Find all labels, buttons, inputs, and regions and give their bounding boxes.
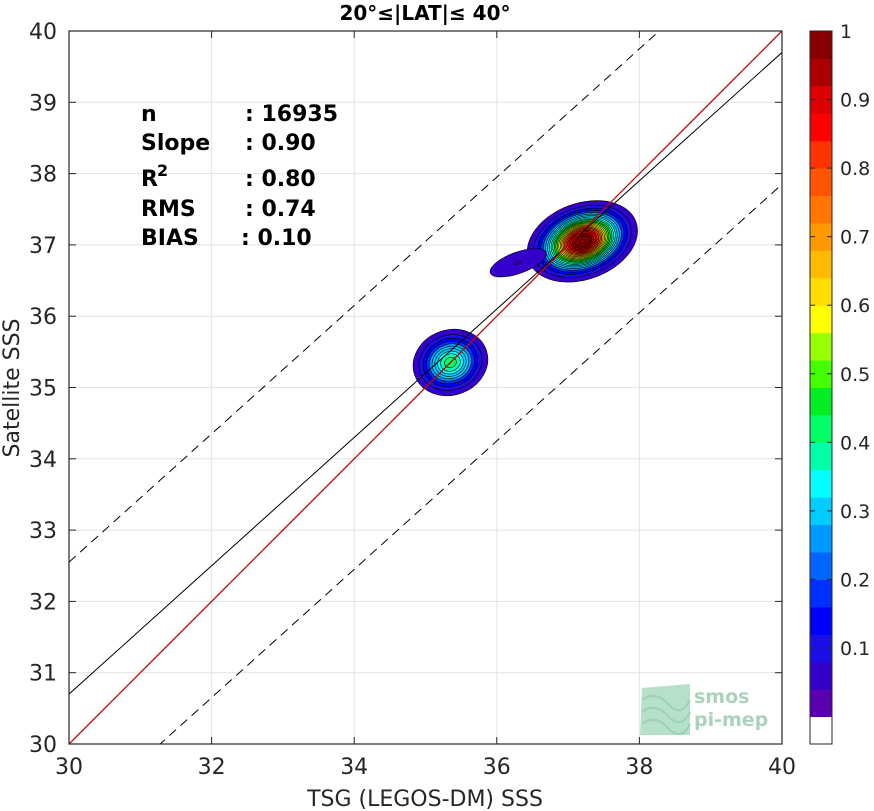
colorbar-segment bbox=[810, 113, 832, 142]
colorbar-segment bbox=[810, 606, 832, 635]
colorbar-frame bbox=[809, 30, 833, 745]
colorbar-segment bbox=[810, 168, 832, 197]
colorbar-segment bbox=[810, 689, 832, 718]
colorbar-segment bbox=[810, 634, 832, 663]
stat-value: : 0.90 bbox=[245, 131, 316, 156]
y-tick-label: 33 bbox=[29, 519, 57, 544]
colorbar-tick-label: 0.4 bbox=[840, 432, 870, 454]
x-axis-ticks: 30 32 34 36 38 40 bbox=[55, 31, 796, 780]
colorbar-segment bbox=[810, 497, 832, 526]
colorbar-tick-label: 0.6 bbox=[840, 295, 870, 317]
y-tick-label: 31 bbox=[29, 662, 57, 687]
logo-text-line2: pi-mep bbox=[694, 709, 768, 731]
smos-pi-mep-logo: smos pi-mep bbox=[640, 684, 768, 735]
y-tick-label: 34 bbox=[29, 448, 57, 473]
lower-bound-line bbox=[159, 183, 782, 744]
stat-label: R bbox=[141, 167, 158, 192]
chart-title: 20°≤|LAT|≤ 40° bbox=[339, 1, 510, 25]
y-tick-label: 39 bbox=[29, 91, 57, 116]
y-tick-label: 40 bbox=[29, 20, 57, 45]
colorbar-segment bbox=[810, 442, 832, 471]
x-axis-label: TSG (LEGOS-DM) SSS bbox=[306, 787, 543, 811]
x-tick-label: 36 bbox=[483, 755, 511, 780]
stat-label: Slope bbox=[141, 131, 210, 156]
colorbar-segment bbox=[810, 85, 832, 114]
density-contour bbox=[514, 260, 522, 265]
x-tick-label: 34 bbox=[340, 755, 368, 780]
colorbar-segment bbox=[810, 222, 832, 251]
colorbar: 0.1 0.2 0.3 0.4 0.5 0.6 0.7 0.8 0.9 1 bbox=[809, 21, 870, 745]
colorbar-segment bbox=[810, 414, 832, 443]
colorbar-segment bbox=[810, 140, 832, 169]
x-tick-label: 32 bbox=[198, 755, 226, 780]
y-tick-label: 38 bbox=[29, 163, 57, 188]
one-to-one-line bbox=[69, 31, 782, 744]
x-tick-label: 40 bbox=[768, 755, 796, 780]
colorbar-segment bbox=[810, 250, 832, 279]
y-tick-label: 30 bbox=[29, 733, 57, 758]
colorbar-tick-label: 0.8 bbox=[840, 158, 870, 180]
y-axis-ticks: 30 31 32 33 34 35 36 37 38 39 40 bbox=[29, 20, 782, 758]
y-tick-label: 36 bbox=[29, 305, 57, 330]
density-contours bbox=[412, 200, 638, 397]
colorbar-segment bbox=[810, 58, 832, 87]
colorbar-tick-label: 0.3 bbox=[840, 501, 870, 523]
colorbar-segment bbox=[810, 332, 832, 361]
grid-lines bbox=[69, 31, 782, 744]
colorbar-segment bbox=[810, 552, 832, 580]
stat-value: : 0.80 bbox=[245, 167, 316, 192]
colorbar-segment bbox=[810, 716, 832, 745]
reference-lines bbox=[69, 31, 782, 744]
colorbar-tick-label: 0.9 bbox=[840, 90, 870, 112]
stat-label-superscript: 2 bbox=[157, 161, 168, 180]
y-tick-label: 32 bbox=[29, 590, 57, 615]
colorbar-segment bbox=[810, 277, 832, 306]
stat-label: BIAS bbox=[141, 226, 199, 251]
y-axis-label: Satellite SSS bbox=[0, 319, 25, 458]
colorbar-segment bbox=[810, 360, 832, 388]
statistics-box: n : 16935 Slope : 0.90 R 2 : 0.80 RMS : 0.74 BIAS… bbox=[141, 102, 338, 251]
colorbar-tick-label: 0.5 bbox=[840, 364, 870, 386]
density-contour bbox=[578, 238, 586, 244]
stat-value: : 16935 bbox=[245, 102, 338, 127]
colorbar-segment bbox=[810, 387, 832, 416]
colorbar-segment bbox=[810, 469, 832, 498]
x-tick-label: 38 bbox=[625, 755, 653, 780]
y-tick-label: 35 bbox=[29, 377, 57, 402]
colorbar-tick-label: 0.1 bbox=[840, 638, 870, 660]
y-tick-label: 37 bbox=[29, 234, 57, 259]
stat-label: n bbox=[141, 102, 157, 127]
colorbar-segment bbox=[810, 31, 832, 59]
colorbar-segment bbox=[810, 524, 832, 553]
colorbar-tick-label: 1 bbox=[840, 21, 852, 43]
stat-value: : 0.74 bbox=[245, 197, 316, 222]
colorbar-segment bbox=[810, 305, 832, 334]
colorbar-segment bbox=[810, 661, 832, 690]
logo-text-line1: smos bbox=[694, 686, 749, 708]
stat-label: RMS bbox=[141, 197, 196, 222]
stat-value: : 0.10 bbox=[241, 226, 312, 251]
colorbar-tick-label: 0.2 bbox=[840, 569, 870, 591]
x-tick-label: 30 bbox=[55, 755, 83, 780]
colorbar-tick-label: 0.7 bbox=[840, 227, 870, 249]
colorbar-segment bbox=[810, 579, 832, 608]
colorbar-segment bbox=[810, 195, 832, 224]
regression-line bbox=[69, 52, 782, 695]
